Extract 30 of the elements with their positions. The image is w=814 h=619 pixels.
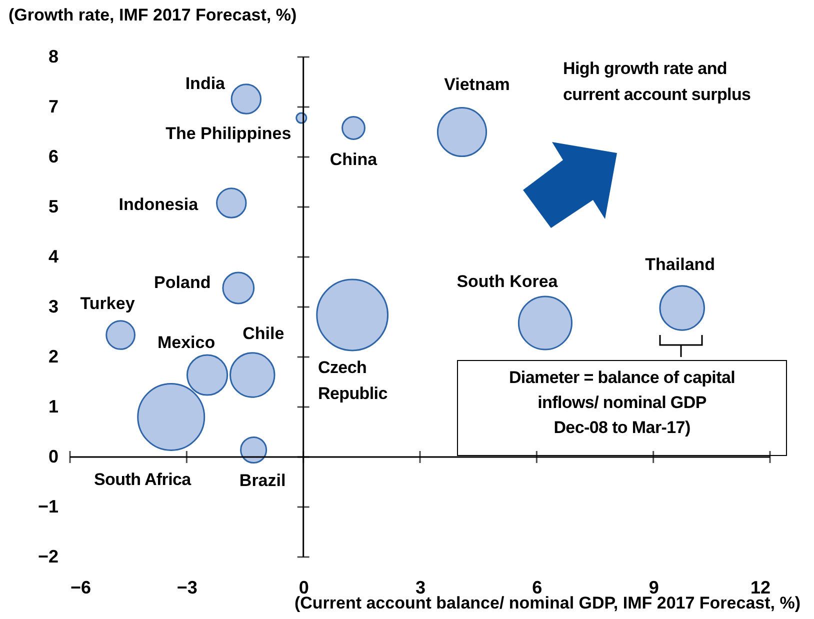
- y-tick-label: 5: [48, 196, 58, 216]
- y-tick-label: 3: [48, 296, 58, 316]
- annotation: Mexico: [157, 333, 216, 352]
- y-tick-label: 7: [48, 96, 58, 116]
- annotation: Vietnam: [444, 75, 510, 94]
- y-tick-label: 2: [48, 346, 58, 366]
- y-tick-label: 0: [48, 446, 58, 466]
- y-tick-label: 8: [48, 46, 58, 66]
- y-tick-label: 1: [48, 396, 58, 416]
- x-tick-label: −3: [176, 578, 198, 598]
- y-tick-label: −2: [38, 546, 58, 566]
- annotation: China: [330, 150, 378, 169]
- y-tick-label: 6: [48, 146, 58, 166]
- y-tick-label: −1: [38, 496, 58, 516]
- y-axis-title: (Growth rate, IMF 2017 Forecast, %): [8, 6, 297, 24]
- y-tick-label: 4: [48, 246, 58, 266]
- text-box: Diameter = balance of capital inflows/ nominal GDP Dec-08 to Mar-17): [457, 360, 787, 456]
- annotation: The Philippines: [166, 124, 292, 143]
- annotation: South Africa: [94, 469, 192, 491]
- annotation: South Korea: [456, 272, 558, 291]
- annotation: Czech Republic: [318, 357, 388, 405]
- annotation: Turkey: [80, 294, 136, 313]
- annotation: Indonesia: [118, 195, 199, 214]
- x-tick-label: −6: [70, 578, 92, 598]
- annotation: Brazil: [239, 471, 286, 490]
- annotation: High growth rate and current account surplus: [563, 58, 752, 106]
- annotation: Thailand: [645, 255, 716, 274]
- annotation: Chile: [242, 324, 284, 343]
- annotation: Poland: [154, 273, 211, 292]
- annotation: India: [185, 74, 226, 93]
